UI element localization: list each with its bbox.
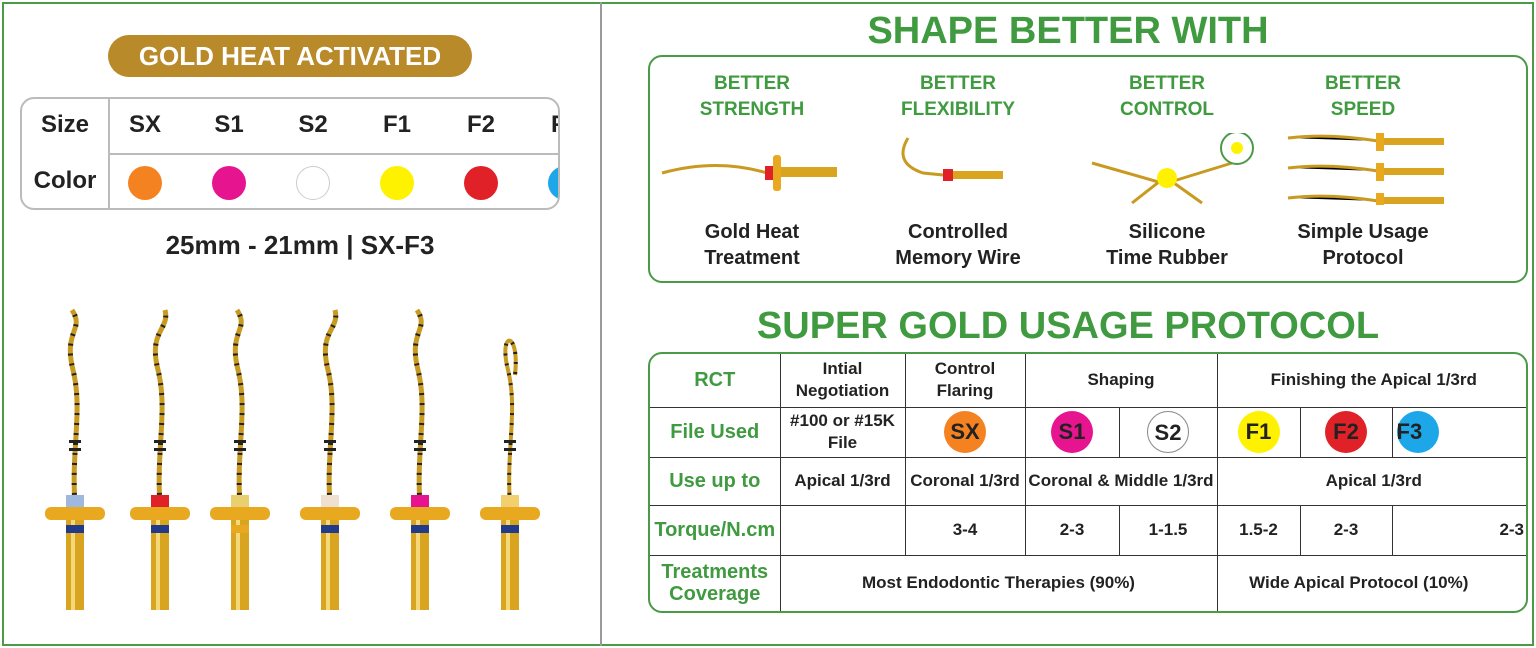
color-swatch-f2 xyxy=(464,166,498,200)
divider xyxy=(108,153,558,155)
cell: Apical 1/3rd xyxy=(1216,456,1526,506)
color-label: Color xyxy=(33,167,97,194)
feature-control: BETTER CONTROL Silicone Time Rubber xyxy=(1067,71,1267,271)
cell: 1-1.5 xyxy=(1118,504,1218,556)
feature-caption: Gold Heat Treatment xyxy=(704,221,800,269)
cell: Coronal & Middle 1/3rd xyxy=(1024,456,1218,506)
cell: Apical 1/3rd xyxy=(779,456,906,506)
file-f1 xyxy=(300,309,360,610)
row-label: Treatments Coverage xyxy=(650,554,781,611)
size-f2: F2 xyxy=(466,111,495,138)
cell: 2-3 xyxy=(1391,504,1526,556)
color-swatch-f1 xyxy=(380,166,414,200)
cell: 1.5-2 xyxy=(1216,504,1301,556)
size-s2: S2 xyxy=(298,111,328,138)
color-swatch-s2 xyxy=(296,166,330,200)
table-row: File Used #100 or #15K File SX S1 S2 F1 … xyxy=(650,406,1526,458)
cell: S2 xyxy=(1118,406,1218,458)
table-row: Use up to Apical 1/3rd Coronal 1/3rd Cor… xyxy=(650,456,1526,506)
cell: F3 xyxy=(1391,406,1526,458)
feature-file-image xyxy=(1091,133,1254,205)
row-label: Torque/N.cm xyxy=(650,504,781,556)
cell: 3-4 xyxy=(904,504,1026,556)
feature-speed: BETTER SPEED Simple Usage Protocol xyxy=(1263,71,1463,271)
cell: F1 xyxy=(1216,406,1301,458)
table-row: RCT Intial Negotiation Control Flaring S… xyxy=(650,354,1526,408)
size-f3: F3 xyxy=(535,111,558,139)
cell: SX xyxy=(904,406,1026,458)
file-sx xyxy=(45,308,105,610)
file-s1 xyxy=(130,309,190,610)
size-f1: F1 xyxy=(382,111,411,138)
file-lineup-image xyxy=(45,308,540,610)
features-box: BETTER STRENGTH Gold Heat Treatment BETTER F… xyxy=(648,55,1528,283)
cell xyxy=(779,504,906,556)
header-cell: Control Flaring xyxy=(904,354,1026,408)
cell: #100 or #15K File xyxy=(779,406,906,458)
file-badge-s1: S1 xyxy=(1051,411,1093,453)
color-swatch-s1 xyxy=(212,166,246,200)
length-spec: 25mm - 21mm | SX-F3 xyxy=(165,230,435,260)
feature-heading: BETTER STRENGTH xyxy=(699,73,805,120)
cell: 2-3 xyxy=(1299,504,1393,556)
feature-file-image xyxy=(1287,133,1444,205)
file-badge-f1: F1 xyxy=(1237,411,1280,453)
file-badge-s2: S2 xyxy=(1147,411,1189,453)
feature-caption: Simple Usage Protocol xyxy=(1297,221,1429,269)
header-cell: Finishing the Apical 1/3rd xyxy=(1216,354,1526,408)
panel-divider xyxy=(600,2,602,646)
row-label: Use up to xyxy=(650,456,781,506)
protocol-table: RCT Intial Negotiation Control Flaring S… xyxy=(648,352,1528,613)
color-swatch-sx xyxy=(128,166,162,200)
color-swatch-f3 xyxy=(548,166,558,200)
feature-file-image xyxy=(661,155,837,191)
row-label: RCT xyxy=(650,354,781,408)
file-f3 xyxy=(480,338,540,610)
cell: Most Endodontic Therapies (90%) xyxy=(779,554,1218,611)
size-label: Size xyxy=(40,111,90,138)
cell: F2 xyxy=(1299,406,1393,458)
file-badge-f2: F2 xyxy=(1325,411,1367,453)
shape-title: SHAPE BETTER WITH xyxy=(867,10,1269,52)
file-s2 xyxy=(210,308,270,610)
protocol-title: SUPER GOLD USAGE PROTOCOL xyxy=(756,305,1380,347)
size-s1: S1 xyxy=(214,111,244,138)
feature-caption: Controlled Memory Wire xyxy=(895,221,1021,269)
cell: Wide Apical Protocol (10%) xyxy=(1217,554,1526,611)
header-cell: Intial Negotiation xyxy=(779,354,906,408)
size-color-table: Size Color SX S1 S2 F1 F2 F3 xyxy=(20,97,560,210)
file-badge-f3: F3 xyxy=(1396,411,1439,453)
cell: Coronal 1/3rd xyxy=(904,456,1026,506)
feature-heading: BETTER FLEXIBILITY xyxy=(901,73,1015,120)
header-cell: Shaping xyxy=(1024,354,1218,408)
feature-strength: BETTER STRENGTH Gold Heat Treatment xyxy=(652,71,852,271)
table-row: Torque/N.cm 3-4 2-3 1-1.5 1.5-2 2-3 2-3 xyxy=(650,504,1526,556)
gold-heat-badge: GOLD HEAT ACTIVATED xyxy=(108,35,472,77)
size-sx: SX xyxy=(128,111,161,138)
feature-heading: BETTER SPEED xyxy=(1325,73,1401,120)
file-f2 xyxy=(390,308,450,610)
file-badge-sx: SX xyxy=(944,411,986,453)
row-label: File Used xyxy=(650,406,781,458)
cell: S1 xyxy=(1024,406,1120,458)
feature-caption: Silicone Time Rubber xyxy=(1106,221,1228,269)
feature-heading: BETTER CONTROL xyxy=(1120,73,1214,120)
feature-file-image xyxy=(901,137,1003,181)
feature-flexibility: BETTER FLEXIBILITY Controlled Memory Wire xyxy=(858,71,1058,271)
cell: 2-3 xyxy=(1024,504,1120,556)
table-row: Treatments Coverage Most Endodontic Ther… xyxy=(650,554,1526,611)
